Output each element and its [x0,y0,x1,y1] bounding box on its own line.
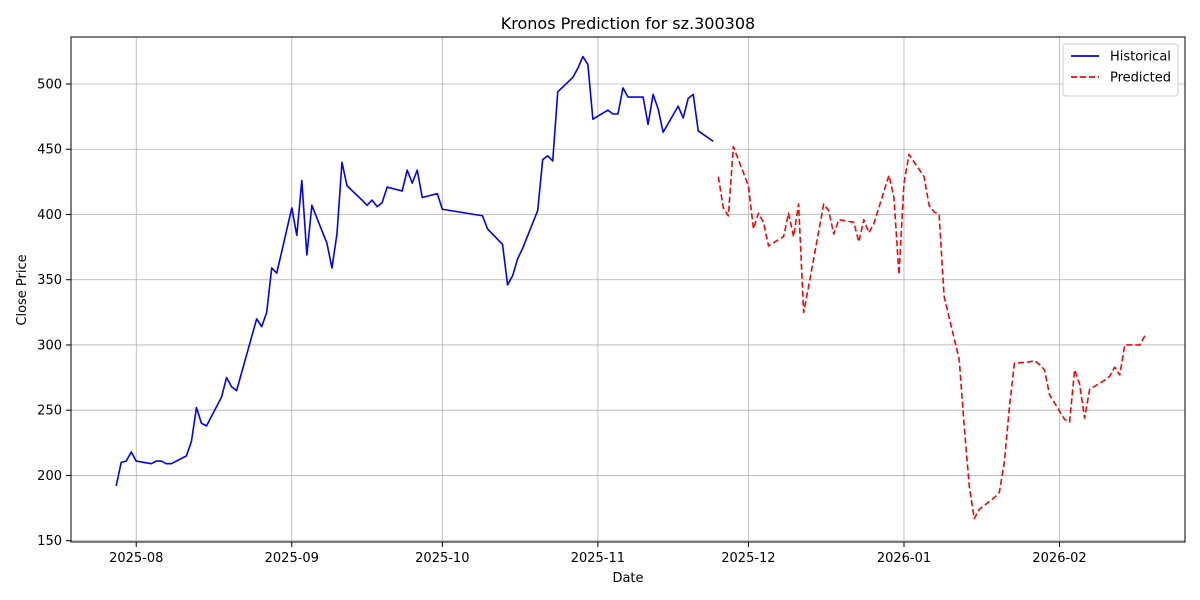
y-tick-label: 450 [37,143,62,158]
x-tick-label: 2025-11 [571,551,625,566]
y-tick-label: 250 [37,404,62,419]
legend-box [1062,43,1179,97]
x-axis: 2025-08 2025-09 2025-10 2025-11 2025-12 2026-… [109,542,1087,566]
x-tick-label: 2025-12 [721,551,775,566]
x-tick-label: 2026-01 [877,551,931,566]
series-line-historical [115,55,714,487]
grid [71,37,1185,542]
y-tick-label: 500 [37,77,62,92]
x-axis-label: Date [612,571,643,586]
chart-title: Kronos Prediction for sz.300308 [501,14,755,33]
y-tick-label: 400 [37,208,62,223]
x-tick-label: 2025-08 [109,551,163,566]
y-tick-label: 200 [37,469,62,484]
legend: Historical Predicted [1062,43,1179,97]
y-tick-label: 300 [37,338,62,353]
plot-frame [70,36,1186,543]
legend-label-predicted: Predicted [1110,71,1171,86]
y-tick-label: 350 [37,273,62,288]
series-lines [115,55,1146,520]
legend-label-historical: Historical [1110,50,1171,65]
y-axis: 150 200 250 300 350 400 450 500 [37,77,71,549]
x-tick-label: 2026-02 [1032,551,1086,566]
y-axis-label: Close Price [15,254,30,325]
y-tick-label: 150 [37,534,62,549]
series-line-predicted [717,145,1146,520]
x-tick-label: 2025-10 [415,551,469,566]
x-tick-label: 2025-09 [265,551,319,566]
